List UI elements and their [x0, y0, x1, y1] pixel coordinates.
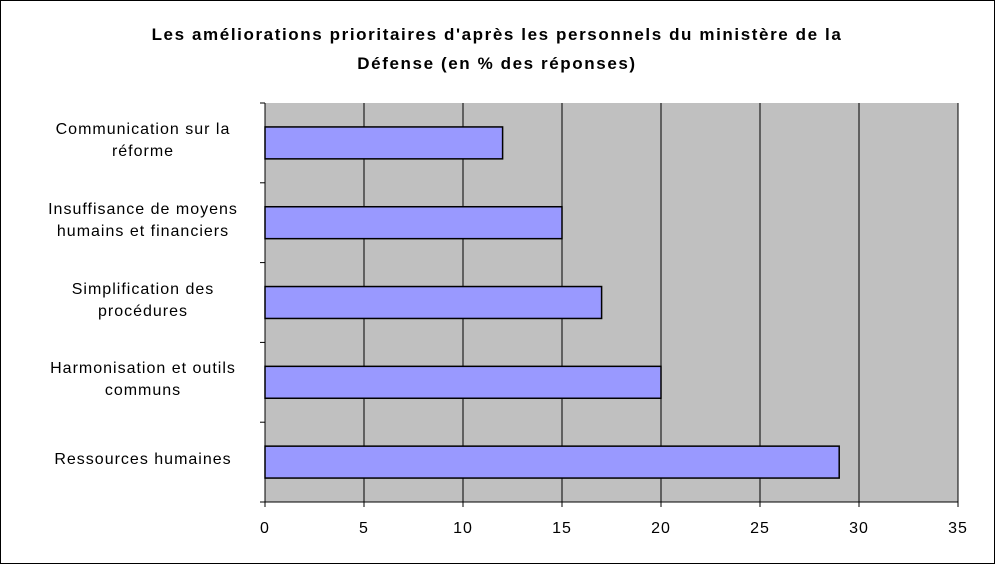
y-tick-label: Simplification des procédures: [71, 280, 215, 320]
bar: [264, 365, 662, 400]
y-tick-label: Harmonisation et outils communs: [50, 360, 236, 400]
x-tick-label: 15: [552, 520, 572, 537]
bar: [264, 205, 563, 240]
chart-title: Les améliorations prioritaires d'après l…: [151, 25, 843, 73]
bar: [264, 126, 504, 160]
x-tick-label: 35: [948, 520, 968, 537]
bar: [264, 285, 603, 320]
x-tick-label: 5: [359, 520, 369, 537]
x-tick-label: 0: [260, 520, 270, 537]
y-tick-label: Communication sur la réforme: [55, 120, 231, 160]
y-tick-label: Insuffisance de moyens humains et financ…: [48, 200, 238, 240]
bar: [264, 445, 840, 479]
x-tick-label: 25: [750, 520, 770, 537]
x-tick-label: 20: [651, 520, 671, 537]
x-tick-label: 10: [453, 520, 473, 537]
y-tick-label: Ressources humaines: [54, 451, 232, 469]
x-tick-label: 30: [849, 520, 869, 537]
